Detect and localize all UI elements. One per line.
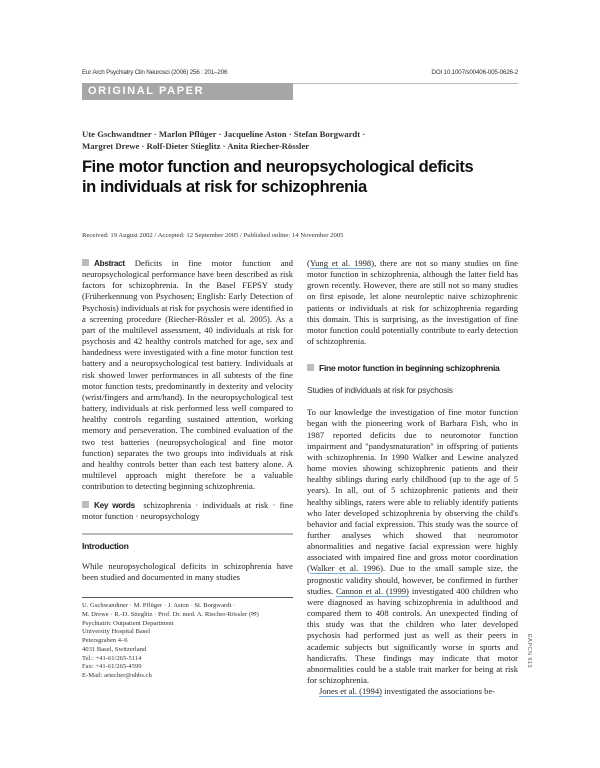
bullet-square-icon [307, 364, 314, 372]
subsection-heading: Studies of individuals at risk for psych… [307, 385, 453, 396]
address-line: Tel.: +41-61/265-5114 [82, 654, 142, 662]
text: investigated the associations be- [382, 686, 496, 697]
abstract-label: Abstract [94, 259, 125, 268]
section-heading: Fine motor function in beginning schizop… [307, 363, 518, 374]
bullet-square-icon [82, 259, 89, 266]
authors-line: Margret Drewe · Rolf-Dieter Stieglitz · … [82, 141, 310, 151]
left-column: Abstract Deficits in fine motor function… [82, 258, 293, 681]
address-line: 4031 Basel, Switzerland [82, 645, 147, 653]
address-line: Petersgraben 4–6 [82, 637, 128, 645]
address-line: U. Gschwandtner · M. Pflüger · J. Aston … [82, 601, 236, 609]
right-column: (Yung et al. 1998), there are not so man… [307, 258, 518, 698]
divider [82, 596, 293, 598]
divider [293, 83, 518, 84]
authors: Ute Gschwandtner · Marlon Pflüger · Jacq… [82, 128, 522, 152]
paragraph: Jones et al. (1994) investigated the ass… [307, 686, 518, 698]
introduction-text: While neuropsychological deficits in sch… [82, 560, 293, 582]
title-line: Fine motor function and neuropsychologic… [82, 158, 474, 176]
bullet-square-icon [82, 501, 89, 509]
keywords-label: Key words [94, 501, 135, 511]
paragraph: (Yung et al. 1998), there are not so man… [307, 258, 518, 347]
section-label: ORIGINAL PAPER [88, 85, 205, 97]
received-dates: Received: 19 August 2002 / Accepted: 12 … [82, 232, 344, 239]
side-code: EAPCN 615 [526, 634, 532, 669]
address-line: Fax: +41-61/265-4599 [82, 663, 142, 671]
reference-link[interactable]: Cannon et al. (1999) [335, 585, 409, 597]
keywords: Key words schizophrenia · individuals at… [82, 500, 293, 522]
text: ). Due to the small sample size, the pro… [307, 563, 518, 596]
authors-line: Ute Gschwandtner · Marlon Pflüger · Jacq… [82, 129, 366, 139]
text: investigated 400 children who were diagn… [307, 585, 518, 685]
paper-title: Fine motor function and neuropsychologic… [82, 157, 522, 197]
correspondence-address: U. Gschwandtner · M. Pflüger · J. Aston … [82, 602, 297, 681]
doi: DOI 10.1007/s00406-005-0626-2 [431, 69, 518, 76]
text: To our knowledge the investigation of fi… [307, 407, 518, 574]
text: ( [307, 258, 310, 268]
journal-citation: Eur Arch Psychiatry Clin Neurosci (2006)… [82, 69, 228, 76]
address-line: University Hospital Basel [82, 628, 151, 636]
abstract-text: Deficits in fine motor function and neur… [82, 258, 293, 492]
section-label-bar [82, 83, 293, 100]
paragraph: To our knowledge the investigation of fi… [307, 407, 518, 686]
reference-link[interactable]: Walker et al. 1996 [309, 563, 381, 575]
address-line: M. Drewe · R.-D. Stieglitz · Prof. Dr. m… [82, 610, 259, 618]
keywords-text: schizophrenia · individuals at risk · fi… [82, 500, 294, 522]
address-line: E-Mail: ariecher@uhbs.ch [82, 672, 152, 680]
abstract: Abstract Deficits in fine motor function… [82, 258, 293, 492]
section-heading-introduction: Introduction [82, 540, 129, 551]
text: ), there are not so many studies on fine… [307, 258, 518, 347]
reference-link[interactable]: Yung et al. 1998 [309, 258, 372, 269]
title-line: in individuals at risk for schizophrenia [82, 178, 367, 196]
divider [82, 532, 293, 535]
reference-link[interactable]: Jones et al. (1994) [319, 686, 383, 698]
address-line: Psychiatric Outpatient Department [82, 619, 174, 627]
section-heading-text: Fine motor function in beginning schizop… [319, 363, 500, 374]
